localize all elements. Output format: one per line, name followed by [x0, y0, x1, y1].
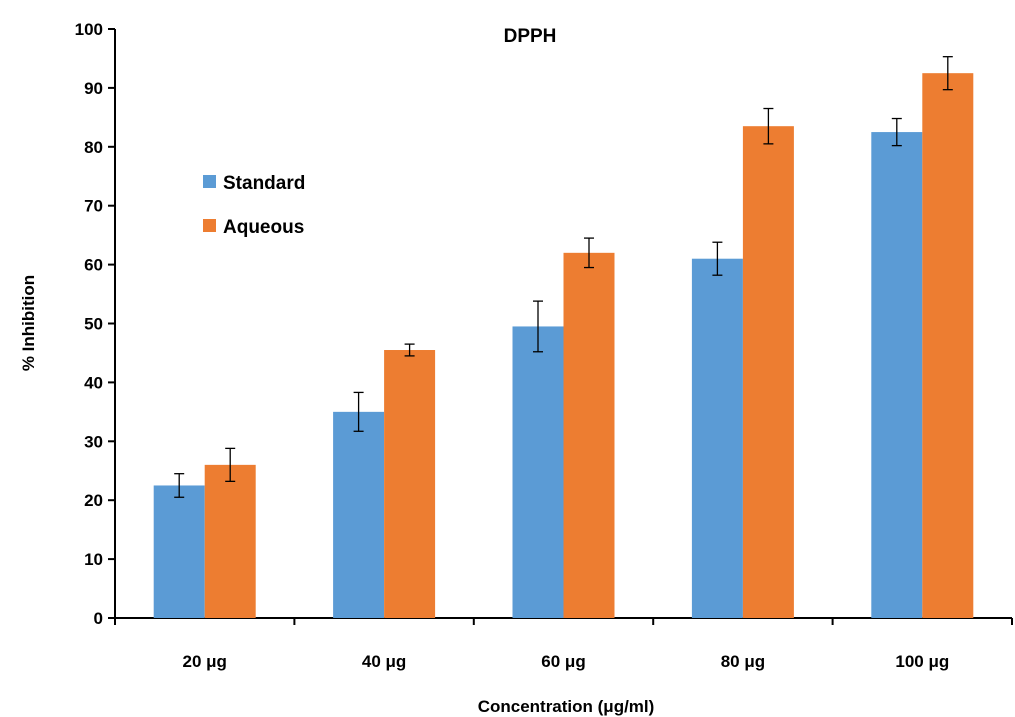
- x-tick-label: 20 μg: [182, 652, 226, 671]
- y-tick-label: 60: [84, 256, 103, 275]
- bar-aqueous: [204, 464, 256, 618]
- y-tick-label: 40: [84, 373, 103, 392]
- legend: Standard Aqueous: [203, 173, 305, 238]
- bar-aqueous: [742, 126, 794, 618]
- y-axis-title: % Inhibition: [19, 275, 38, 371]
- bar-standard: [512, 326, 564, 618]
- bar-standard: [333, 411, 385, 618]
- y-tick-label: 80: [84, 138, 103, 157]
- bar-aqueous: [384, 350, 436, 618]
- x-tick-label: 60 μg: [541, 652, 585, 671]
- bar-aqueous: [563, 252, 615, 618]
- y-tick-label: 30: [84, 432, 103, 451]
- x-axis-title: Concentration (μg/ml): [478, 697, 655, 716]
- x-tick-label: 40 μg: [362, 652, 406, 671]
- y-tick-label: 0: [94, 609, 103, 628]
- y-tick-label: 20: [84, 491, 103, 510]
- chart-title: DPPH: [504, 26, 557, 47]
- y-axis: 0 10 20 30 40 50 60 70 80 90 100: [75, 20, 116, 628]
- y-tick-label: 50: [84, 315, 103, 334]
- error-bar-group: [174, 56, 953, 498]
- y-tick-label: 100: [75, 20, 103, 39]
- x-tick-label: 100 μg: [895, 652, 949, 671]
- x-tick-label: 80 μg: [721, 652, 765, 671]
- legend-swatch-aqueous: [203, 219, 216, 232]
- legend-label-aqueous: Aqueous: [223, 217, 304, 238]
- legend-swatch-standard: [203, 175, 216, 188]
- bar-aqueous: [922, 73, 974, 619]
- x-axis: 20 μg 40 μg 60 μg 80 μg 100 μg: [114, 617, 1013, 671]
- legend-label-standard: Standard: [223, 173, 305, 194]
- bar-group: [153, 73, 974, 619]
- bar-standard: [691, 258, 743, 618]
- bar-standard: [153, 485, 205, 618]
- bar-standard: [871, 132, 923, 618]
- y-tick-label: 90: [84, 79, 103, 98]
- y-tick-label: 10: [84, 550, 103, 569]
- y-tick-label: 70: [84, 197, 103, 216]
